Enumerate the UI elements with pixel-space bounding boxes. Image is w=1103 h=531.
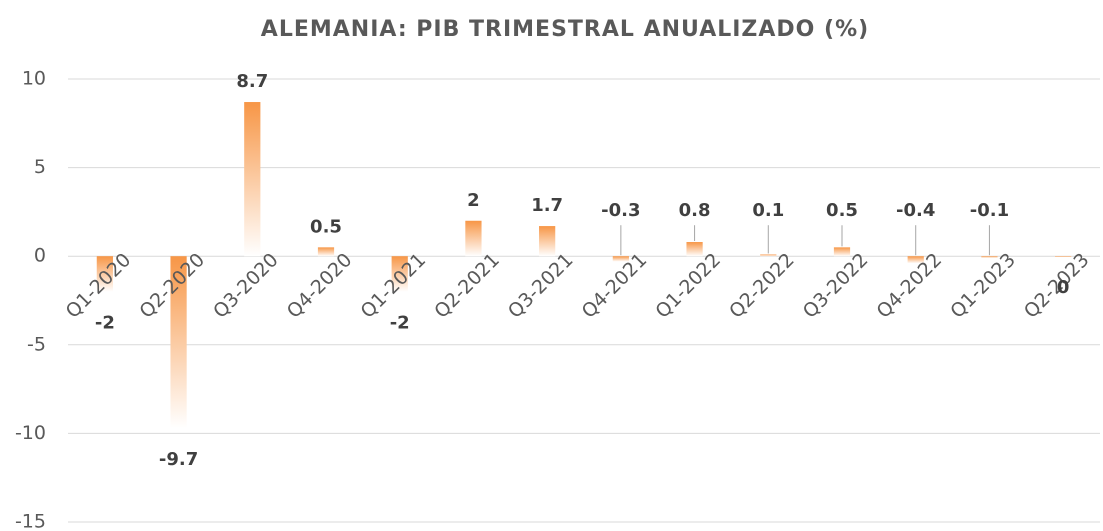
y-tick-label: -15 bbox=[15, 511, 46, 531]
bar bbox=[391, 256, 408, 292]
x-tick-label: Q3-2020 bbox=[209, 249, 283, 323]
x-tick-label: Q2-2021 bbox=[430, 249, 504, 323]
bar bbox=[170, 256, 187, 429]
y-tick-label: -5 bbox=[27, 333, 46, 355]
bar bbox=[907, 256, 924, 264]
chart-title: ALEMANIA: PIB TRIMESTRAL ANUALIZADO (%) bbox=[261, 17, 869, 42]
bar bbox=[760, 254, 777, 257]
x-tick-label: Q4-2020 bbox=[283, 249, 357, 323]
data-label: 1.7 bbox=[531, 195, 563, 216]
y-tick-label: 10 bbox=[22, 68, 46, 90]
data-label: -0.4 bbox=[896, 200, 935, 221]
bar bbox=[686, 242, 703, 257]
data-label: -0.1 bbox=[970, 200, 1009, 221]
bar bbox=[833, 247, 851, 257]
bar bbox=[244, 102, 261, 257]
data-label: 0.5 bbox=[310, 216, 342, 237]
data-label: -2 bbox=[390, 313, 410, 334]
data-label: 8.7 bbox=[236, 71, 268, 92]
bar bbox=[317, 247, 335, 257]
y-tick-label: -10 bbox=[15, 422, 46, 444]
bar bbox=[465, 220, 482, 257]
data-label: 0.8 bbox=[679, 200, 711, 221]
bar bbox=[96, 256, 113, 292]
data-label: -0.3 bbox=[601, 200, 640, 221]
x-tick-label: Q2-2022 bbox=[725, 249, 799, 323]
data-label: 2 bbox=[467, 190, 480, 211]
data-label: 0.5 bbox=[826, 200, 858, 221]
bar bbox=[981, 256, 998, 258]
y-tick-label: 5 bbox=[34, 156, 46, 178]
x-tick-label: Q1-2023 bbox=[946, 249, 1020, 323]
bar bbox=[612, 256, 629, 262]
data-label: -9.7 bbox=[159, 449, 198, 470]
x-tick-label: Q1-2022 bbox=[651, 249, 725, 323]
x-tick-label: Q3-2021 bbox=[504, 249, 578, 323]
y-tick-label: 0 bbox=[34, 245, 46, 267]
data-label: 0 bbox=[1057, 277, 1070, 298]
x-tick-label: Q3-2022 bbox=[799, 249, 873, 323]
bar bbox=[1055, 256, 1072, 258]
data-label: 0.1 bbox=[752, 200, 784, 221]
data-label: -2 bbox=[95, 313, 115, 334]
bar bbox=[539, 226, 556, 257]
